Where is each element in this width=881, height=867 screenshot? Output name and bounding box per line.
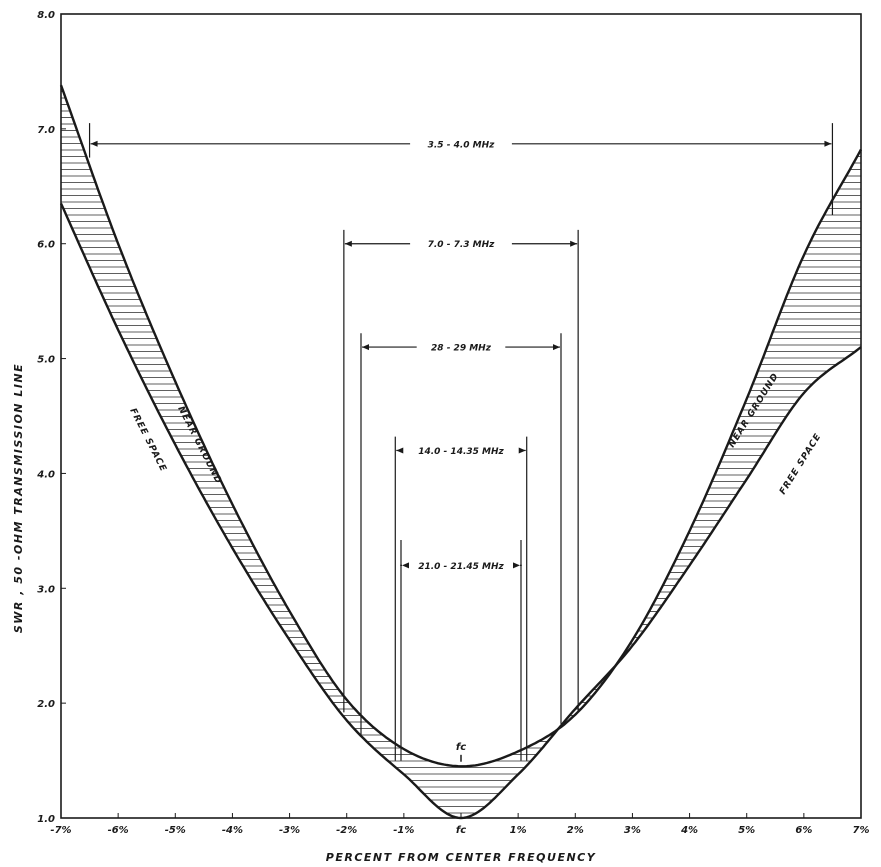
x-tick-label: 5% [738,825,755,836]
marker-arrowhead-right [553,344,560,351]
x-tick-label: -3% [279,825,300,836]
marker-label: 14.0 - 14.35 MHz [418,447,504,457]
y-tick-label: 2.0 [37,699,55,710]
bandwidth-marker: 28 - 29 MHz [360,333,562,736]
x-tick-label: 7% [853,825,870,836]
bandwidth-marker: 21.0 - 21.45 MHz [400,540,522,761]
marker-arrowhead-right [513,562,520,569]
hatch-region [61,91,861,814]
x-tick-label: 2% [567,825,584,836]
marker-arrowhead-left [402,562,409,569]
marker-label: 28 - 29 MHz [431,344,492,354]
y-axis-title: SWR , 50 -OHM TRANSMISSION LINE [12,363,25,633]
y-tick-label: 7.0 [37,125,55,136]
x-tick-label: fc [456,825,466,836]
y-tick-label: 3.0 [37,584,55,595]
marker-arrowhead-right [570,240,578,247]
y-tick-label: 6.0 [37,240,55,251]
x-tick-label: -7% [50,825,71,836]
x-axis-title: PERCENT FROM CENTER FREQUENCY [326,851,596,864]
series-line-near-ground [59,84,863,768]
marker-arrowhead-right [518,447,526,454]
axis-ticks: -7% -6% -5% -4% -3% -2% -1% fc 1% 2% 3% 4% 5% 6% 7% 1.0… [36,10,869,836]
marker-label: 7.0 - 7.3 MHz [428,240,496,250]
x-tick-label: 4% [680,825,698,836]
fc-annotation: fc [456,742,466,753]
x-tick-label: -2% [336,825,357,836]
bandwidth-marker: 7.0 - 7.3 MHz [343,229,579,713]
y-tick-label: 4.0 [36,469,55,480]
marker-arrowhead-left [396,447,404,454]
marker-arrowhead-left [362,344,369,351]
marker-arrowhead-right [824,140,832,147]
bandwidth-marker: 14.0 - 14.35 MHz [394,436,528,761]
marker-label: 3.5 - 4.0 MHz [428,140,496,150]
y-tick-label: 8.0 [37,10,55,21]
bandwidth-marker: 3.5 - 4.0 MHz [88,123,834,215]
x-tick-label: -1% [393,825,414,836]
x-tick-label: -5% [165,825,186,836]
bandwidth-markers: 3.5 - 4.0 MHz 7.0 - 7.3 MHz 28 - 29 MHz 14.… [88,123,834,761]
x-tick-label: -4% [222,825,243,836]
series-line-free-space [59,202,862,820]
marker-arrowhead-left [90,140,98,147]
x-tick-label: 6% [795,825,812,836]
y-tick-label: 1.0 [37,814,55,825]
x-tick-label: 3% [624,825,641,836]
near-ground-label-left: NEAR GROUND [175,405,223,486]
marker-arrowhead-left [344,240,352,247]
y-tick-label: 5.0 [37,355,55,366]
x-tick-label: -6% [108,825,129,836]
marker-label: 21.0 - 21.45 MHz [418,562,504,572]
free-space-label-right: FREE SPACE [778,432,824,497]
x-tick-label: 1% [510,825,527,836]
